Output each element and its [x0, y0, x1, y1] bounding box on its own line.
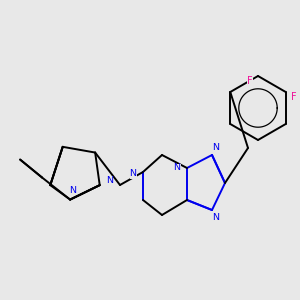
Text: N: N	[212, 212, 220, 221]
Text: N: N	[106, 176, 113, 184]
Text: N: N	[173, 164, 181, 172]
Text: F: F	[247, 76, 253, 86]
Text: F: F	[291, 92, 296, 102]
Text: N: N	[69, 186, 76, 195]
Text: N: N	[130, 169, 136, 178]
Text: N: N	[212, 143, 220, 152]
